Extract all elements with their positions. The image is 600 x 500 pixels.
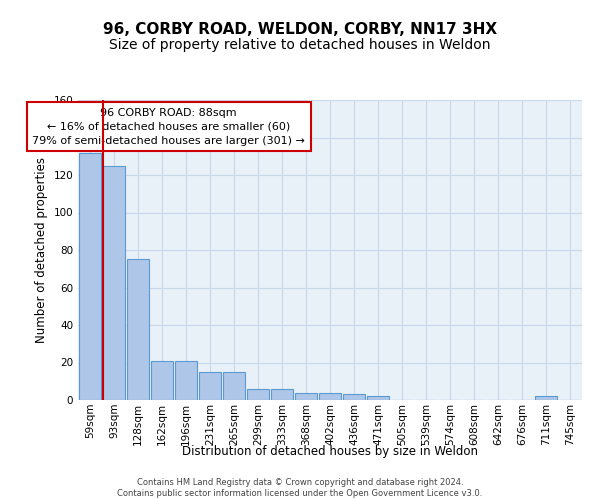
Bar <box>103 166 125 400</box>
Bar <box>271 389 293 400</box>
Bar <box>295 392 317 400</box>
Text: 96 CORBY ROAD: 88sqm
← 16% of detached houses are smaller (60)
79% of semi-detac: 96 CORBY ROAD: 88sqm ← 16% of detached h… <box>32 108 305 146</box>
Text: Size of property relative to detached houses in Weldon: Size of property relative to detached ho… <box>109 38 491 52</box>
Y-axis label: Number of detached properties: Number of detached properties <box>35 157 48 343</box>
Bar <box>367 396 389 400</box>
Bar <box>223 372 245 400</box>
Text: Distribution of detached houses by size in Weldon: Distribution of detached houses by size … <box>182 444 478 458</box>
Bar <box>151 360 173 400</box>
Text: 96, CORBY ROAD, WELDON, CORBY, NN17 3HX: 96, CORBY ROAD, WELDON, CORBY, NN17 3HX <box>103 22 497 38</box>
Bar <box>127 260 149 400</box>
Text: Contains HM Land Registry data © Crown copyright and database right 2024.
Contai: Contains HM Land Registry data © Crown c… <box>118 478 482 498</box>
Bar <box>79 152 101 400</box>
Bar <box>343 394 365 400</box>
Bar <box>319 392 341 400</box>
Bar <box>175 360 197 400</box>
Bar <box>199 372 221 400</box>
Bar <box>247 389 269 400</box>
Bar <box>535 396 557 400</box>
